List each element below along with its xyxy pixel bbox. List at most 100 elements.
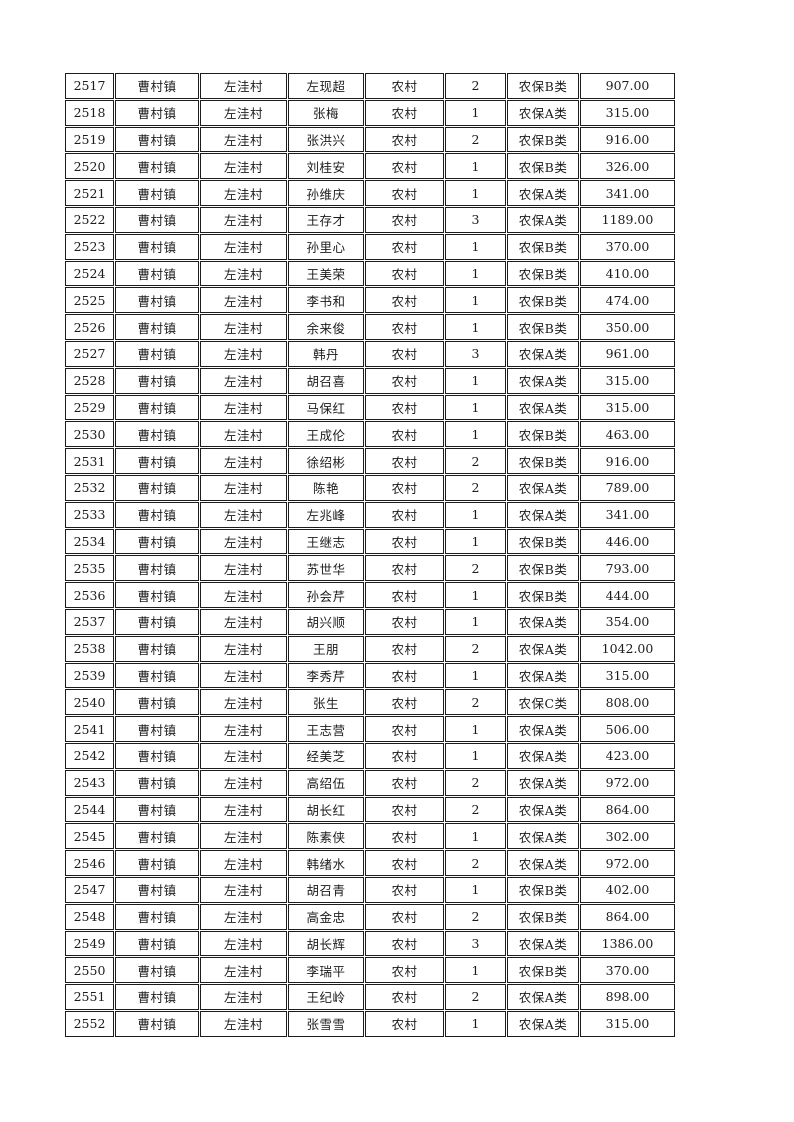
cell-amount: 972.00: [580, 850, 675, 876]
cell-town: 曹村镇: [115, 260, 199, 287]
table-row: 2549 曹村镇 左洼村 胡长辉 农村 3 农保A类 1386.00: [65, 930, 675, 957]
cell-town: 曹村镇: [115, 796, 199, 823]
table-row: 2539 曹村镇 左洼村 李秀芹 农村 1 农保A类 315.00: [65, 662, 675, 689]
table-row: 2545 曹村镇 左洼村 陈素侠 农村 1 农保A类 302.00: [65, 823, 675, 850]
cell-village: 左洼村: [200, 394, 287, 421]
cell-insurance-category: 农保A类: [507, 474, 579, 501]
cell-seq: 2526: [65, 314, 114, 340]
cell-seq: 2531: [65, 448, 114, 474]
benefit-table: 2517 曹村镇 左洼村 左现超 农村 2 农保B类 907.00 2518 曹村镇 左洼村 张梅 农村…: [64, 72, 676, 1038]
cell-village: 左洼村: [200, 742, 287, 769]
cell-seq: 2546: [65, 850, 114, 876]
cell-town: 曹村镇: [115, 555, 199, 582]
cell-amount: 864.00: [580, 796, 675, 823]
cell-town: 曹村镇: [115, 314, 199, 340]
cell-amount: 315.00: [580, 662, 675, 689]
cell-seq: 2538: [65, 635, 114, 662]
cell-person-count: 2: [445, 796, 506, 823]
cell-household-type: 农村: [365, 153, 444, 180]
cell-amount: 444.00: [580, 582, 675, 608]
cell-village: 左洼村: [200, 206, 287, 233]
table-row: 2523 曹村镇 左洼村 孙里心 农村 1 农保B类 370.00: [65, 233, 675, 260]
cell-insurance-category: 农保B类: [507, 260, 579, 287]
cell-insurance-category: 农保B类: [507, 314, 579, 340]
cell-amount: 898.00: [580, 984, 675, 1010]
cell-household-type: 农村: [365, 126, 444, 153]
cell-amount: 1189.00: [580, 206, 675, 233]
cell-person-name: 王继志: [288, 528, 364, 555]
cell-person-count: 1: [445, 314, 506, 340]
cell-person-count: 1: [445, 608, 506, 635]
cell-insurance-category: 农保B类: [507, 448, 579, 474]
cell-household-type: 农村: [365, 180, 444, 206]
cell-village: 左洼村: [200, 903, 287, 930]
cell-town: 曹村镇: [115, 903, 199, 930]
cell-person-count: 3: [445, 930, 506, 957]
table-row: 2531 曹村镇 左洼村 徐绍彬 农村 2 农保B类 916.00: [65, 448, 675, 474]
cell-household-type: 农村: [365, 635, 444, 662]
cell-person-count: 2: [445, 769, 506, 796]
cell-person-name: 高金忠: [288, 903, 364, 930]
cell-village: 左洼村: [200, 930, 287, 957]
cell-village: 左洼村: [200, 501, 287, 528]
cell-insurance-category: 农保A类: [507, 367, 579, 394]
cell-person-count: 2: [445, 474, 506, 501]
cell-person-count: 1: [445, 153, 506, 180]
cell-town: 曹村镇: [115, 421, 199, 448]
cell-person-count: 2: [445, 448, 506, 474]
cell-household-type: 农村: [365, 957, 444, 984]
cell-seq: 2519: [65, 126, 114, 153]
cell-seq: 2533: [65, 501, 114, 528]
cell-insurance-category: 农保A类: [507, 796, 579, 823]
cell-person-name: 余来俊: [288, 314, 364, 340]
cell-person-count: 2: [445, 635, 506, 662]
cell-household-type: 农村: [365, 742, 444, 769]
cell-household-type: 农村: [365, 314, 444, 340]
cell-insurance-category: 农保B类: [507, 233, 579, 260]
table-row: 2526 曹村镇 左洼村 余来俊 农村 1 农保B类 350.00: [65, 314, 675, 340]
table-row: 2533 曹村镇 左洼村 左兆峰 农村 1 农保A类 341.00: [65, 501, 675, 528]
cell-person-name: 胡召青: [288, 876, 364, 903]
cell-village: 左洼村: [200, 99, 287, 126]
cell-amount: 864.00: [580, 903, 675, 930]
cell-amount: 916.00: [580, 448, 675, 474]
table-row: 2522 曹村镇 左洼村 王存才 农村 3 农保A类 1189.00: [65, 206, 675, 233]
cell-household-type: 农村: [365, 340, 444, 367]
cell-amount: 341.00: [580, 501, 675, 528]
cell-person-name: 孙维庆: [288, 180, 364, 206]
cell-person-name: 苏世华: [288, 555, 364, 582]
cell-town: 曹村镇: [115, 233, 199, 260]
cell-town: 曹村镇: [115, 126, 199, 153]
cell-insurance-category: 农保A类: [507, 340, 579, 367]
cell-seq: 2523: [65, 233, 114, 260]
cell-person-count: 1: [445, 528, 506, 555]
cell-seq: 2537: [65, 608, 114, 635]
cell-seq: 2534: [65, 528, 114, 555]
cell-insurance-category: 农保B类: [507, 421, 579, 448]
cell-amount: 961.00: [580, 340, 675, 367]
cell-person-count: 2: [445, 126, 506, 153]
cell-person-name: 王存才: [288, 206, 364, 233]
table-row: 2529 曹村镇 左洼村 马保红 农村 1 农保A类 315.00: [65, 394, 675, 421]
cell-town: 曹村镇: [115, 474, 199, 501]
table-row: 2532 曹村镇 左洼村 陈艳 农村 2 农保A类 789.00: [65, 474, 675, 501]
cell-person-count: 1: [445, 260, 506, 287]
cell-amount: 315.00: [580, 99, 675, 126]
cell-seq: 2549: [65, 930, 114, 957]
cell-household-type: 农村: [365, 233, 444, 260]
cell-town: 曹村镇: [115, 206, 199, 233]
cell-person-count: 1: [445, 180, 506, 206]
table-row: 2544 曹村镇 左洼村 胡长红 农村 2 农保A类 864.00: [65, 796, 675, 823]
cell-village: 左洼村: [200, 448, 287, 474]
cell-town: 曹村镇: [115, 501, 199, 528]
cell-household-type: 农村: [365, 903, 444, 930]
table-row: 2548 曹村镇 左洼村 高金忠 农村 2 农保B类 864.00: [65, 903, 675, 930]
cell-village: 左洼村: [200, 421, 287, 448]
cell-person-count: 3: [445, 206, 506, 233]
cell-town: 曹村镇: [115, 823, 199, 850]
cell-household-type: 农村: [365, 716, 444, 742]
table-row: 2519 曹村镇 左洼村 张洪兴 农村 2 农保B类 916.00: [65, 126, 675, 153]
table-row: 2524 曹村镇 左洼村 王美荣 农村 1 农保B类 410.00: [65, 260, 675, 287]
cell-town: 曹村镇: [115, 716, 199, 742]
